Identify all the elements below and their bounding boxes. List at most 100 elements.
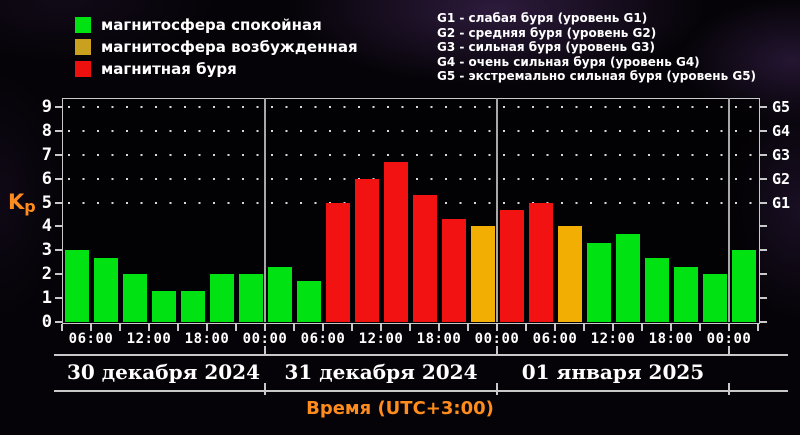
x-tick-mark — [583, 324, 585, 331]
y-tick-mark — [55, 321, 62, 323]
day-separator-line — [728, 98, 730, 322]
kp-bar — [209, 274, 234, 322]
x-tick-mark — [380, 324, 382, 331]
x-tick-mark — [496, 324, 498, 331]
x-axis-title: Время (UTC+3:00) — [306, 398, 494, 419]
y-axis-title-sub: p — [24, 197, 36, 216]
gridline-dotted — [68, 106, 754, 108]
g-axis-label: G5 — [772, 98, 791, 116]
time-tick-label: 12:00 — [126, 331, 172, 347]
legend-item: магнитосфера возбужденная — [75, 36, 358, 58]
day-band-tick-lower — [496, 383, 498, 395]
y-tick-label: 7 — [41, 144, 52, 165]
x-tick-mark — [90, 324, 92, 331]
day-separator-line — [264, 98, 266, 322]
storm-level-line: G3 - сильная буря (уровень G3) — [437, 40, 655, 54]
x-tick-mark — [612, 324, 614, 331]
x-tick-mark — [438, 324, 440, 331]
gridline-dotted — [68, 153, 754, 156]
time-tick-label: 12:00 — [590, 331, 636, 347]
gridline-dotted — [68, 129, 754, 132]
kp-bar — [93, 257, 118, 322]
kp-bar — [296, 281, 321, 322]
kp-bar — [673, 267, 698, 322]
x-tick-mark — [525, 324, 527, 331]
y-tick-mark-right — [760, 129, 767, 132]
day-label: 01 января 2025 — [521, 360, 705, 384]
x-tick-mark — [467, 324, 469, 331]
day-band-tick-lower — [728, 383, 730, 395]
legend-swatch — [75, 39, 91, 55]
x-tick-mark — [728, 324, 730, 331]
x-tick-mark — [409, 324, 411, 331]
y-tick-mark — [55, 249, 62, 252]
legend-swatch — [75, 61, 91, 77]
y-tick-label: 5 — [41, 192, 52, 213]
day-band-tick-upper — [496, 346, 498, 356]
gridline-dotted — [68, 201, 754, 204]
legend-item-label: магнитосфера возбужденная — [101, 38, 358, 56]
y-tick-mark-right — [760, 106, 767, 108]
storm-level-line: G4 - очень сильная буря (уровень G4) — [437, 54, 700, 69]
x-tick-mark — [119, 324, 121, 331]
plot-area — [62, 98, 760, 324]
kp-bar — [441, 219, 466, 322]
y-tick-label: 9 — [41, 97, 52, 117]
y-tick-mark — [55, 201, 62, 204]
y-tick-mark — [55, 177, 62, 180]
storm-level-line: G2 - средняя буря (уровень G2) — [437, 25, 657, 40]
x-tick-mark — [699, 324, 701, 331]
time-tick-label: 06:00 — [532, 331, 578, 347]
x-tick-mark — [177, 324, 179, 331]
x-tick-mark — [670, 324, 672, 331]
x-tick-mark — [264, 324, 266, 331]
g-axis-label: G2 — [772, 169, 791, 188]
y-axis-title: Kp — [8, 190, 36, 216]
legend: магнитосфера спокойная магнитосфера возбу… — [75, 14, 358, 80]
g-axis-label: G4 — [772, 121, 791, 140]
kp-bar — [586, 243, 611, 322]
day-band-tick-upper — [728, 346, 730, 356]
day-band-tick-lower — [264, 383, 266, 395]
day-separator-line — [496, 98, 498, 322]
kp-bar — [412, 195, 437, 322]
kp-bar — [644, 257, 669, 322]
y-tick-label: 8 — [41, 120, 52, 141]
kp-bar — [180, 290, 205, 322]
x-tick-mark — [351, 324, 353, 331]
kp-bar — [122, 274, 147, 322]
gridline-dotted — [68, 177, 754, 180]
kp-bar — [151, 290, 176, 322]
time-tick-label: 18:00 — [648, 331, 694, 347]
y-tick-mark-right — [760, 201, 767, 204]
y-tick-label: 2 — [41, 264, 52, 285]
kp-bar — [470, 226, 495, 322]
time-tick-label: 06:00 — [68, 331, 114, 347]
storm-level-line: G5 - экстремально сильная буря (уровень … — [437, 69, 757, 83]
y-tick-mark — [55, 106, 62, 108]
day-band-line-top — [54, 354, 788, 356]
kp-bar — [383, 161, 408, 322]
kp-bar — [499, 209, 524, 322]
y-tick-mark-right — [760, 321, 767, 323]
g-axis-label: G3 — [772, 145, 791, 164]
time-tick-label: 12:00 — [358, 331, 404, 347]
y-tick-mark-right — [760, 153, 767, 156]
time-tick-label: 18:00 — [184, 331, 230, 347]
legend-item-label: магнитная буря — [101, 60, 237, 78]
x-tick-mark — [235, 324, 237, 331]
kp-bar — [64, 250, 89, 322]
y-tick-label: 6 — [41, 168, 52, 189]
storm-level-line: G1 - слабая буря (уровень G1) — [437, 11, 648, 25]
y-tick-label: 3 — [41, 240, 52, 261]
x-tick-mark — [61, 324, 63, 331]
legend-item: магнитная буря — [75, 58, 358, 80]
y-axis-title-main: K — [8, 190, 25, 214]
kp-bar — [615, 233, 640, 322]
time-tick-label: 00:00 — [242, 331, 288, 347]
y-tick-mark-right — [760, 249, 767, 252]
y-tick-mark — [55, 225, 62, 228]
kp-bar — [354, 178, 379, 322]
kp-bar — [528, 202, 553, 322]
